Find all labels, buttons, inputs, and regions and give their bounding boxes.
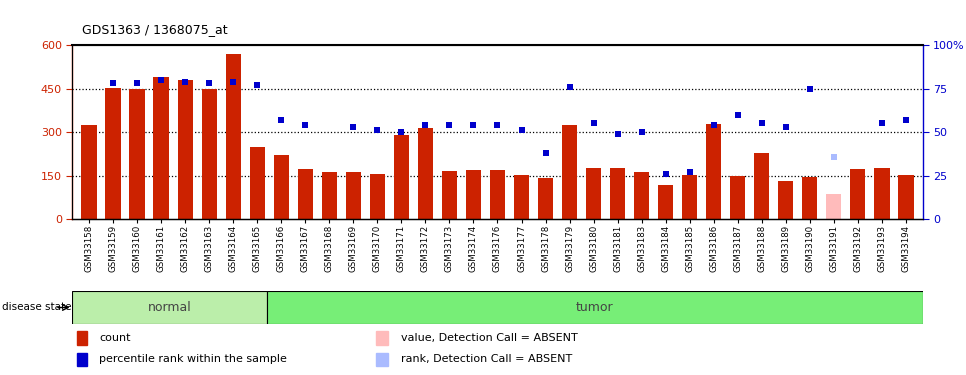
Point	[706, 122, 722, 128]
Point	[298, 122, 313, 128]
Point	[490, 122, 505, 128]
FancyBboxPatch shape	[267, 291, 923, 324]
Bar	[610, 168, 625, 219]
Point	[562, 84, 578, 90]
Bar	[393, 135, 410, 219]
Bar	[346, 172, 361, 219]
Bar	[753, 153, 770, 219]
FancyBboxPatch shape	[72, 291, 267, 324]
Point	[682, 169, 697, 175]
Bar	[538, 178, 554, 219]
Bar	[376, 352, 387, 366]
Text: percentile rank within the sample: percentile rank within the sample	[99, 354, 287, 364]
Point	[273, 117, 289, 123]
Point	[129, 80, 145, 86]
Point	[753, 120, 769, 126]
Point	[898, 117, 914, 123]
Point	[249, 82, 265, 88]
Point	[202, 80, 217, 86]
Bar	[561, 125, 578, 219]
Bar	[298, 168, 313, 219]
Point	[178, 79, 193, 85]
Bar	[129, 88, 145, 219]
Text: normal: normal	[148, 301, 191, 314]
Point	[394, 129, 410, 135]
Point	[154, 77, 169, 83]
Bar	[730, 176, 746, 219]
Point	[658, 171, 673, 177]
Bar	[826, 194, 841, 219]
Bar	[81, 125, 97, 219]
Bar	[802, 177, 817, 219]
Text: disease state: disease state	[2, 303, 71, 312]
Bar	[898, 175, 914, 219]
Bar	[634, 172, 649, 219]
Point	[346, 124, 361, 130]
Point	[802, 86, 817, 92]
Bar	[441, 171, 457, 219]
Bar	[370, 174, 385, 219]
Bar	[376, 331, 387, 345]
Bar	[249, 147, 265, 219]
Text: count: count	[99, 333, 130, 343]
Bar	[417, 128, 434, 219]
Bar	[706, 124, 722, 219]
Bar	[778, 181, 793, 219]
Point	[585, 120, 601, 126]
Bar	[850, 168, 866, 219]
Bar	[273, 156, 289, 219]
Point	[610, 131, 625, 137]
Point	[874, 120, 890, 126]
Bar	[154, 77, 169, 219]
Bar	[585, 168, 602, 219]
Point	[634, 129, 649, 135]
Point	[778, 124, 793, 130]
Text: tumor: tumor	[576, 301, 613, 314]
Point	[538, 150, 554, 156]
Text: value, Detection Call = ABSENT: value, Detection Call = ABSENT	[402, 333, 579, 343]
Point	[441, 122, 457, 128]
Bar	[322, 172, 337, 219]
Bar	[105, 88, 121, 219]
Bar	[466, 170, 481, 219]
Point	[826, 154, 841, 160]
Bar	[77, 331, 87, 345]
Bar	[77, 352, 87, 366]
Bar	[658, 185, 673, 219]
Point	[370, 128, 385, 134]
Bar	[874, 168, 890, 219]
Bar	[202, 88, 217, 219]
Point	[417, 122, 433, 128]
Point	[226, 79, 242, 85]
Text: rank, Detection Call = ABSENT: rank, Detection Call = ABSENT	[402, 354, 573, 364]
Point	[466, 122, 481, 128]
Bar	[490, 170, 505, 219]
Bar	[514, 175, 529, 219]
Point	[730, 112, 746, 118]
Bar	[682, 175, 697, 219]
Text: GDS1363 / 1368075_at: GDS1363 / 1368075_at	[82, 22, 228, 36]
Point	[514, 128, 529, 134]
Bar	[225, 54, 242, 219]
Point	[105, 80, 121, 86]
Bar	[178, 80, 193, 219]
